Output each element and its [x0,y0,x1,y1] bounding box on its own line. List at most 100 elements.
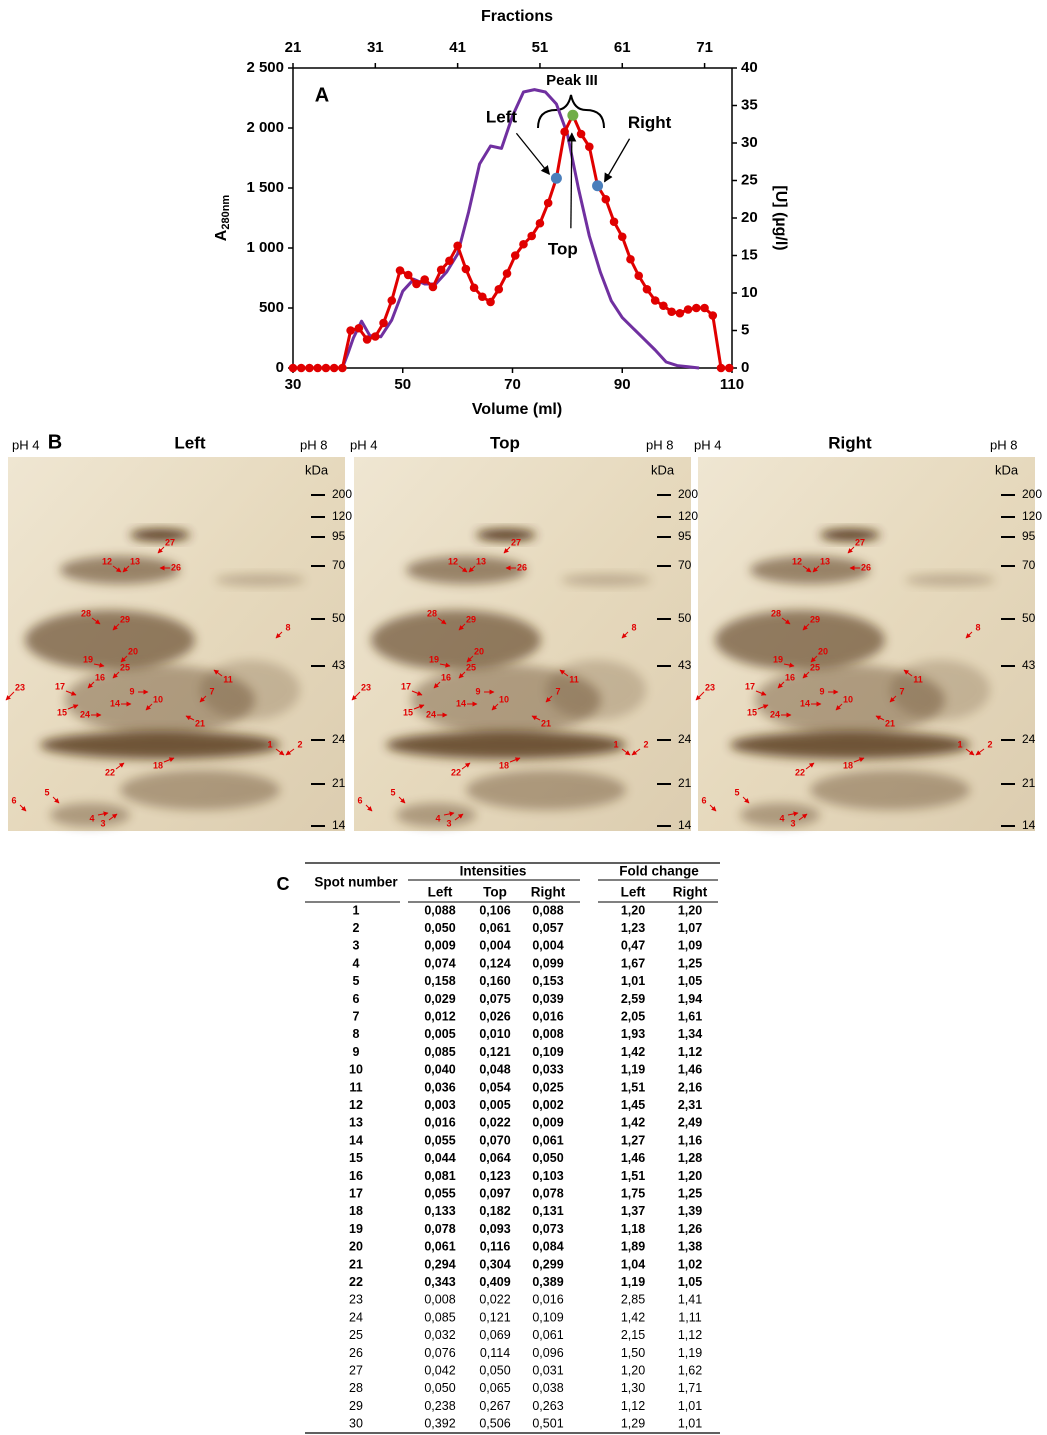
table-cell: 2,05 [621,1009,645,1023]
ph-left: pH 4 [350,437,377,452]
spot-label: 19 [773,654,783,664]
table-cell: 14 [349,1133,363,1147]
table-cell: 1,50 [621,1346,645,1360]
table-cell: 0,022 [479,1116,510,1130]
mw-label: 21 [1022,776,1036,790]
table-cell: 0,005 [424,1027,455,1041]
table-cell: 3 [353,939,360,953]
data-point [445,256,454,266]
spot-label: 20 [128,646,138,656]
x2-tick-label: 51 [532,39,549,56]
y2-tick-label: 30 [741,134,758,151]
data-point [436,265,446,275]
data-point [642,284,652,294]
highlight-point [592,180,604,192]
data-point [708,311,718,320]
x2-tick-label: 41 [449,39,466,56]
data-point [428,282,438,292]
spot-label: 5 [390,787,395,797]
spot-arrow [163,757,175,763]
spot-arrow [112,623,120,631]
header-cell: Spot number [314,875,398,890]
data-point [692,303,701,313]
spot-label: 18 [843,760,853,770]
table-cell: 20 [349,1240,363,1254]
spot-label: 23 [15,682,25,692]
table-cell: 0,033 [532,1063,563,1077]
table-cell: 1,26 [678,1222,702,1236]
table-cell: 0,064 [479,1151,510,1165]
spot-arrow [709,804,717,812]
spot-arrow [365,804,373,812]
spot-label: 8 [631,622,636,632]
table-cell: 0,506 [479,1417,510,1431]
mw-label: 14 [678,818,692,832]
mw-label: 43 [678,658,692,672]
gel-stain [715,610,885,670]
table-cell: 0,008 [424,1293,455,1307]
spot-arrow [810,655,818,663]
data-point [700,303,709,313]
table-cell: 0,061 [424,1240,455,1254]
data-point [634,271,644,281]
spot-label: 4 [779,813,784,823]
spot-arrow [115,762,125,770]
mw-label: 200 [332,487,352,501]
spot-arrow [398,796,406,804]
data-point [379,318,388,328]
table-cell: 0,055 [424,1186,455,1200]
data-point [585,142,594,152]
table-cell: 0,153 [532,974,563,988]
y2-tick-label: 40 [741,59,758,76]
mw-label: 43 [1022,658,1036,672]
spot-label: 12 [792,556,802,566]
table-cell: 29 [349,1399,363,1413]
header-cell: Right [673,885,708,900]
table-cell: 1,61 [678,1009,702,1023]
gel-stain [561,574,651,586]
table-cell: 1,20 [621,1363,645,1377]
spot-label: 11 [569,674,579,684]
table-cell: 0,299 [532,1257,563,1271]
gel-stain [120,770,280,810]
data-point [617,232,627,242]
data-point [716,363,726,373]
mw-unit: kDa [651,462,675,477]
table-cell: 0,029 [424,992,455,1006]
mw-label: 21 [678,776,692,790]
gel-stain [50,803,130,827]
spot-arrow [965,631,973,639]
mw-label: 14 [1022,818,1036,832]
table-cell: 1,28 [678,1151,702,1165]
spot-label: 15 [747,707,757,717]
spot-label: 9 [475,686,480,696]
table-cell: 26 [349,1346,363,1360]
spot-label: 2 [643,739,648,749]
data-point [362,335,372,344]
spot-label: 1 [957,739,962,749]
table-cell: 0,099 [532,956,563,970]
mw-label: 200 [1022,487,1042,501]
spot-arrow [458,565,468,573]
spot-label: 23 [705,682,715,692]
table-cell: 1,51 [621,1169,645,1183]
table-cell: 0,093 [479,1222,510,1236]
y-axis-title-sub: 280nm [220,195,232,230]
table-cell: 9 [353,1045,360,1059]
x-axis-title: Volume (ml) [472,401,562,418]
highlight-label: Right [628,113,672,132]
table-cell: 1,05 [678,1275,702,1289]
spot-label: 9 [819,686,824,696]
spot-arrow [466,655,474,663]
spot-label: 1 [267,739,272,749]
spot-arrow [965,748,975,756]
header-cell: Fold change [619,864,699,879]
table-c: C Spot number Intensities Fold change Left To… [277,862,720,1434]
table-cell: 0,238 [424,1399,455,1413]
table-cell: 2,49 [678,1116,702,1130]
header-cell: Intensities [460,864,527,879]
spot-arrow [531,715,541,721]
table-cell: 11 [349,1080,362,1094]
gel-stain [200,660,300,720]
ph-right: pH 8 [646,437,673,452]
